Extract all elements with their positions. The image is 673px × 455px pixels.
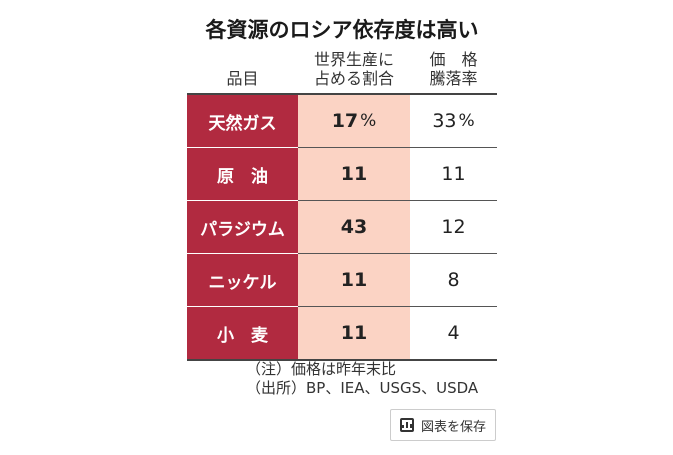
- item-cell: 原 油: [187, 148, 298, 201]
- share-cell: 11: [298, 148, 410, 200]
- share-cell: 11: [298, 254, 410, 306]
- header-price-line2: 騰落率: [429, 69, 478, 88]
- save-chart-button[interactable]: 図表を保存: [390, 409, 496, 441]
- item-cell: 小 麦: [187, 307, 298, 359]
- price-unit: %: [458, 111, 475, 131]
- table-row: 原 油 11 11: [187, 148, 497, 201]
- chart-title: 各資源のロシア依存度は高い: [205, 18, 479, 42]
- price-cell: 11: [441, 163, 466, 185]
- source-text: （出所）BP、IEA、USGS、USDA: [246, 379, 479, 397]
- table-row: 天然ガス 17% 33%: [187, 95, 497, 148]
- item-cell: 天然ガス: [187, 95, 298, 148]
- item-cell: パラジウム: [187, 201, 298, 254]
- header-price-line1: 価 格: [429, 50, 478, 69]
- save-chart-label: 図表を保存: [420, 419, 486, 435]
- price-cell: 4: [447, 322, 460, 344]
- share-value: 17: [331, 110, 359, 132]
- share-cell: 11: [298, 307, 410, 359]
- header-share: 世界生産に 占める割合: [298, 50, 410, 88]
- chart-icon: [399, 418, 414, 432]
- share-unit: %: [360, 111, 377, 131]
- notes: （注）価格は昨年末比 （出所）BP、IEA、USGS、USDA: [246, 360, 478, 398]
- share-cell: 43: [298, 201, 410, 253]
- table-row: 小 麦 11 4: [187, 307, 497, 359]
- price-value: 33: [432, 110, 457, 132]
- share-cell: 17%: [298, 95, 410, 147]
- data-table: 天然ガス 17% 33% 原 油 11 11 パラジウム 43 12 ニッケル …: [187, 93, 497, 361]
- header-share-line1: 世界生産に: [313, 50, 394, 69]
- header-price: 価 格 騰落率: [410, 50, 497, 88]
- price-cell: 33%: [410, 95, 497, 147]
- table-row: ニッケル 11 8: [187, 254, 497, 307]
- note-text: （注）価格は昨年末比: [246, 360, 397, 378]
- item-cell: ニッケル: [187, 254, 298, 307]
- header-item: 品目: [226, 69, 259, 88]
- table-row: パラジウム 43 12: [187, 201, 497, 254]
- price-cell: 12: [441, 216, 466, 238]
- price-cell: 8: [447, 269, 460, 291]
- header-share-line2: 占める割合: [313, 69, 394, 88]
